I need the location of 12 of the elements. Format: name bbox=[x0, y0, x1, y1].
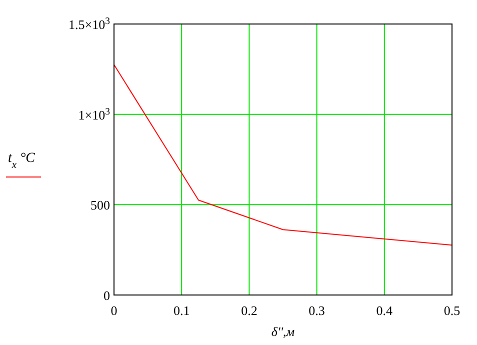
text: t$_{x}$ °C bbox=[8, 151, 36, 170]
x-axis-title: δ'',м bbox=[271, 324, 295, 339]
x-tick-label: 0.3 bbox=[308, 303, 325, 318]
x-tick-label: 0.4 bbox=[376, 303, 394, 318]
x-tick-label: 0.1 bbox=[173, 303, 190, 318]
y-tick-label: 1.5×10$^{3}$ bbox=[68, 16, 110, 32]
y-tick-label: 500 bbox=[90, 198, 110, 213]
y-tick-label: 1×10$^{3}$ bbox=[78, 106, 110, 122]
y-tick-label: 0 bbox=[104, 288, 110, 303]
line-series bbox=[114, 64, 452, 246]
x-tick-label: 0.5 bbox=[444, 303, 460, 318]
x-tick-label: 0.2 bbox=[241, 303, 258, 318]
